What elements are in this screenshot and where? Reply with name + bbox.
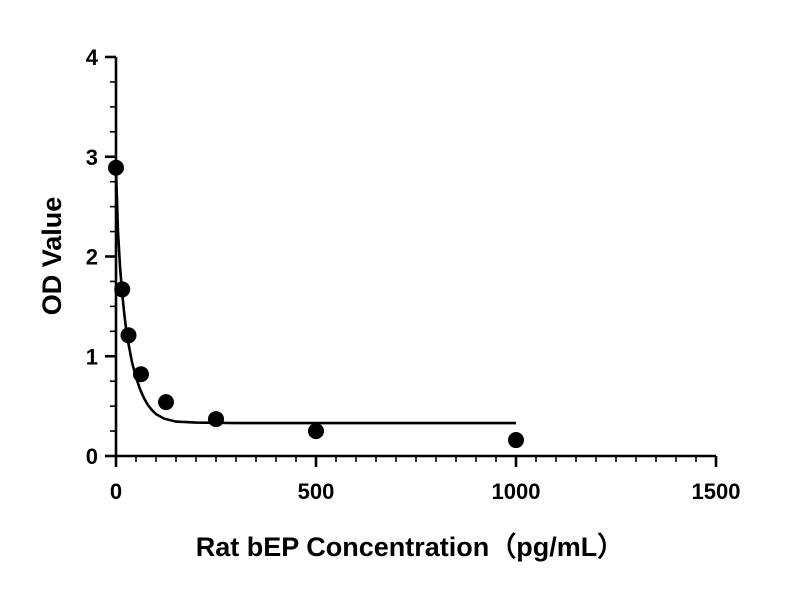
y-tick-label: 1 bbox=[86, 344, 98, 369]
data-point bbox=[208, 411, 224, 428]
x-tick-label: 1000 bbox=[492, 479, 541, 504]
data-points-layer bbox=[108, 159, 524, 449]
data-point bbox=[508, 432, 524, 449]
x-axis-title: Rat bEP Concentration（pg/mL） bbox=[196, 532, 625, 562]
y-axis-title: OD Value bbox=[37, 197, 67, 316]
data-point bbox=[120, 327, 137, 344]
data-point bbox=[158, 394, 174, 411]
data-point bbox=[133, 366, 149, 383]
y-tick-label: 3 bbox=[86, 145, 98, 170]
y-tick-label: 0 bbox=[86, 444, 98, 469]
y-tick-label: 2 bbox=[86, 245, 98, 270]
data-point bbox=[108, 159, 124, 176]
x-tick-label: 500 bbox=[298, 479, 335, 504]
axes: 0 500 1000 1500 0 1 2 3 4 bbox=[86, 45, 741, 504]
data-point bbox=[308, 423, 324, 440]
y-tick-label: 4 bbox=[86, 45, 99, 70]
data-point bbox=[114, 281, 131, 298]
x-tick-label: 1500 bbox=[692, 479, 741, 504]
fit-curve-layer bbox=[114, 168, 516, 425]
x-tick-label: 0 bbox=[110, 479, 122, 504]
fit-curve-line bbox=[114, 168, 516, 425]
